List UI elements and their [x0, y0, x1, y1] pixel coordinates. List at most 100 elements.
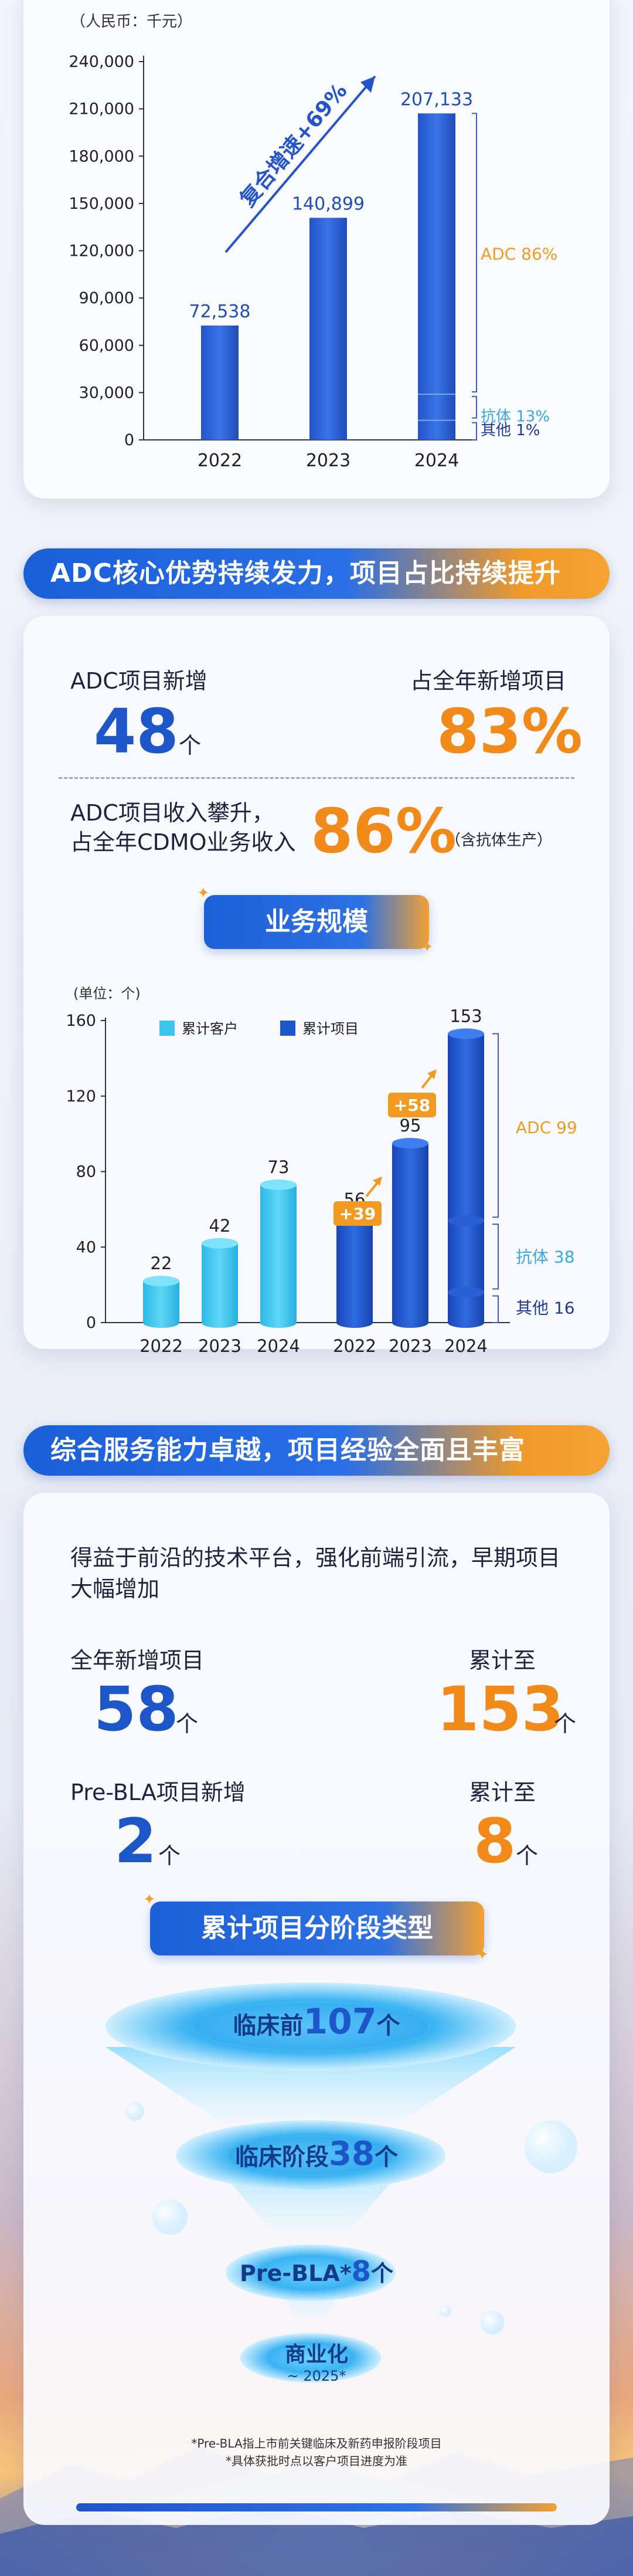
y-tick-label: 210,000 [69, 100, 134, 118]
bar-base [143, 1317, 179, 1328]
bracket [492, 1033, 499, 1218]
revenue-share-value: 86% [311, 795, 457, 867]
stage-name: 临床阶段 [235, 2144, 329, 2171]
bla-new-value: 2 [114, 1805, 157, 1877]
y-tick-label: 40 [76, 1238, 96, 1256]
y-tick-label: 160 [66, 1012, 96, 1030]
stage-clinical: 临床阶段38个 [0, 2135, 633, 2173]
sparkle-icon: ✦ [197, 884, 210, 902]
bubble-decoration [440, 2305, 451, 2317]
bubble-decoration [525, 2120, 577, 2173]
legend-swatch [280, 1021, 295, 1036]
segment-divider [448, 1287, 484, 1298]
increment-label: +58 [394, 1096, 430, 1115]
x-tick-label: 2023 [389, 1336, 432, 1356]
bottom-accent-bar [76, 2503, 557, 2511]
bar-cap [392, 1138, 428, 1149]
bar-base [260, 1317, 297, 1328]
bla-total-unit: 个 [516, 1843, 539, 1869]
bar-value-label: 42 [209, 1216, 231, 1236]
sparkle-icon: ✦ [143, 1891, 156, 1909]
increment-arrow-head [427, 1069, 437, 1079]
y-tick-label: 80 [76, 1163, 96, 1181]
stage-unit: 个 [376, 2012, 400, 2039]
increment-arrow [365, 1181, 379, 1198]
increment-label: +39 [339, 1204, 376, 1223]
stages-title: 累计项目分阶段类型 [201, 1913, 433, 1943]
stage-sub: ~ 2025* [287, 2368, 346, 2384]
revenue-note: （含抗体生产） [445, 832, 553, 849]
legend-label: 累计客户 [182, 1021, 238, 1037]
revenue-label-1: ADC项目收入攀升， [70, 800, 274, 826]
bar-cap [260, 1179, 297, 1191]
bar-projects [336, 1216, 373, 1323]
adc-stats-card [23, 616, 610, 1349]
intro-line-2: 大幅增加 [70, 1576, 160, 1602]
stage-disc-prebla [226, 2245, 396, 2301]
composition-label: 抗体 38 [516, 1247, 575, 1266]
increment-badge [333, 1201, 382, 1226]
bar-cap [448, 1028, 484, 1039]
bar-clients [143, 1281, 179, 1323]
legend-swatch [159, 1021, 175, 1036]
section-banner-service-text: 综合服务能力卓越，项目经验全面且丰富 [50, 1435, 525, 1465]
y-tick-label: 90,000 [79, 289, 134, 307]
stage-disc-preclinical [106, 1982, 516, 2070]
stage-value: 38 [329, 2135, 375, 2173]
y-tick-label: 30,000 [79, 384, 134, 402]
composition-label: 抗体 13% [481, 408, 550, 425]
bracket [492, 1295, 499, 1323]
sparkle-icon: ✦ [476, 1946, 489, 1964]
divider [59, 777, 574, 779]
bar-value-label: 73 [268, 1157, 290, 1177]
bracket [472, 396, 477, 419]
adc-new-unit: 个 [179, 733, 202, 758]
bar-base [336, 1317, 373, 1328]
x-tick-label: 2023 [198, 1336, 241, 1356]
adc-new-label: ADC项目新增 [70, 668, 207, 694]
bracket [472, 113, 477, 393]
bar-projects [448, 1033, 484, 1323]
intro-line-1: 得益于前沿的技术平台，强化前端引流，早期项目 [70, 1545, 561, 1571]
revenue-label-2: 占全年CDMO业务收入 [70, 829, 296, 855]
new-projects-value: 58 [94, 1673, 179, 1745]
stages-title-pill: 累计项目分阶段类型 [150, 1902, 484, 1955]
revenue-bar [309, 218, 347, 440]
total-projects-value: 153 [437, 1673, 564, 1745]
x-tick-label: 2024 [414, 450, 459, 471]
section-banner-service: 综合服务能力卓越，项目经验全面且丰富 [23, 1425, 610, 1476]
y-tick-label: 240,000 [69, 53, 134, 71]
y-tick-label: 150,000 [69, 195, 134, 213]
growth-arrow-line [224, 75, 376, 253]
composition-label: 其他 16 [516, 1298, 575, 1317]
bar-cap [202, 1238, 238, 1249]
bar-base [202, 1317, 238, 1328]
bar-base [392, 1317, 428, 1328]
section-banner-adc-text: ADC核心优势持续发力，项目占比持续提升 [50, 558, 561, 588]
y-tick-label: 120 [66, 1087, 96, 1106]
legend-label: 累计项目 [302, 1021, 359, 1037]
total-projects-unit: 个 [554, 1711, 577, 1737]
bubble-decoration [152, 2199, 188, 2235]
x-tick-label: 2022 [198, 450, 242, 471]
composition-label: ADC 99 [516, 1118, 577, 1137]
bracket [492, 1223, 499, 1290]
share-value: 83% [437, 696, 583, 767]
business-scale-chart: (单位：个) 0 40 80 120 160 累计客户 累计项目 22 2022 42 2023 73 2… [66, 985, 577, 1356]
stage-disc-clinical [176, 2120, 445, 2191]
y-tick-label: 0 [86, 1314, 96, 1332]
y-tick-label: 180,000 [69, 147, 134, 165]
x-tick-label: 2024 [257, 1336, 300, 1356]
share-label: 占全年新增项目 [410, 668, 567, 694]
scale-title: 业务规模 [265, 907, 368, 937]
footnote-2: *具体获批时点以客户项目进度为准 [226, 2454, 407, 2468]
x-tick-label: 2024 [444, 1336, 488, 1356]
stage-preclinical: 临床前107个 [0, 2001, 633, 2042]
bla-total-label: 累计至 [469, 1780, 536, 1805]
composition-label: ADC 86% [481, 245, 557, 264]
y-tick-label: 0 [124, 431, 134, 449]
stage-unit: 个 [370, 2260, 393, 2286]
bar-clients [260, 1185, 297, 1323]
y-axis-unit: （人民币：千元） [70, 13, 192, 30]
stage-commercial: 商业化 ~ 2025* [0, 2337, 633, 2384]
